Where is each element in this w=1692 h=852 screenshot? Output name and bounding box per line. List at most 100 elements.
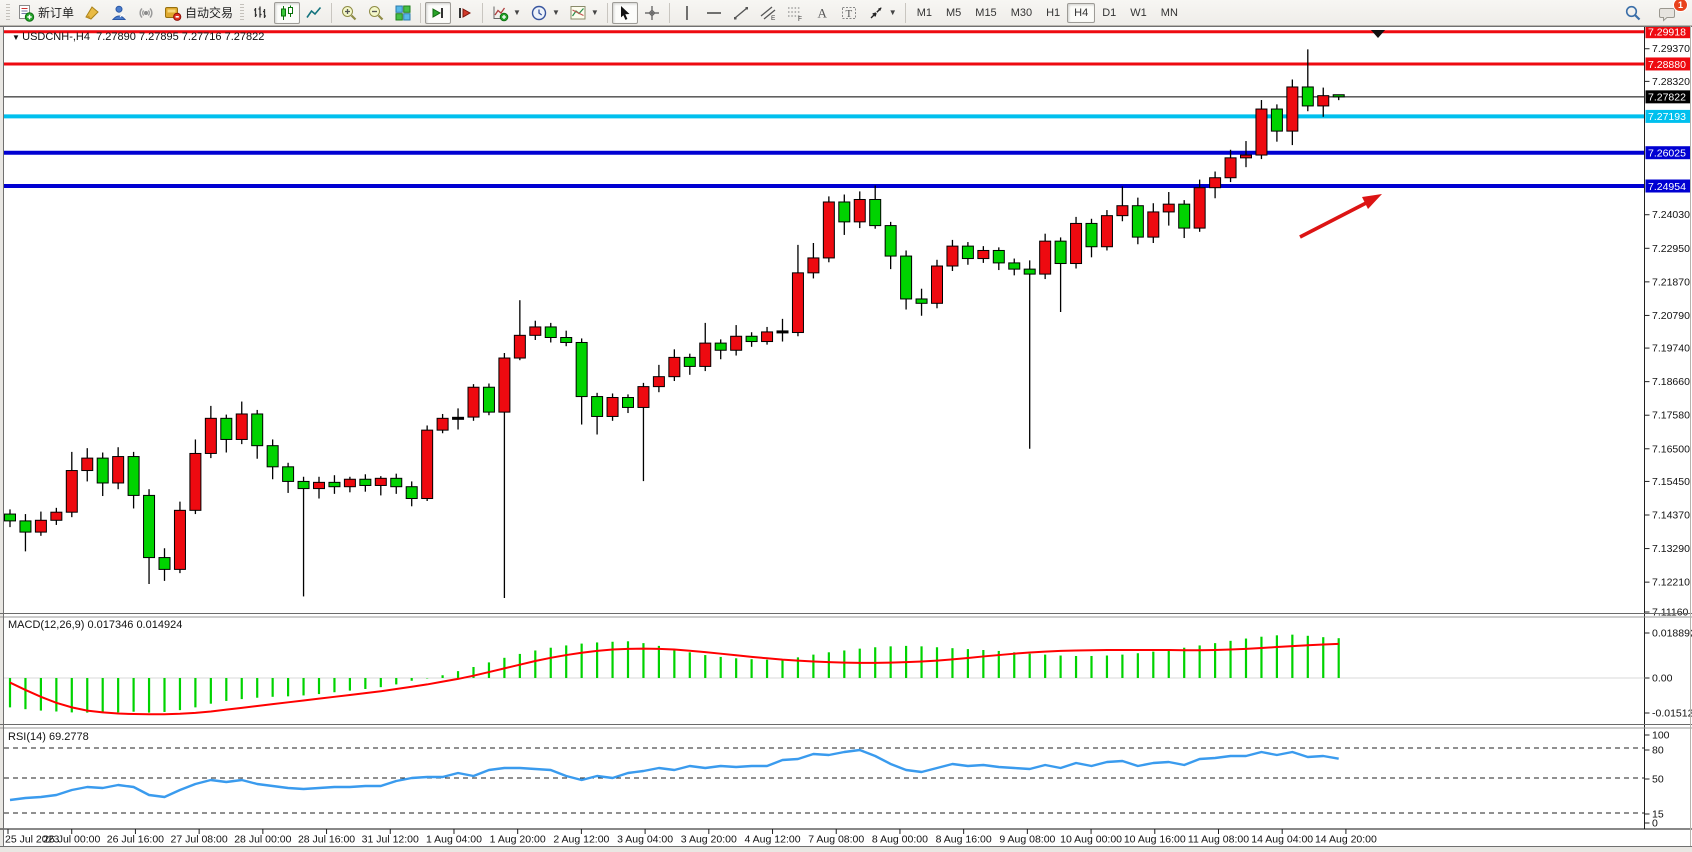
timeframe-button-H1[interactable]: H1 [1046, 6, 1061, 19]
price-tick: 7.24030 [1652, 209, 1690, 221]
macd-indicator-label: MACD(12,26,9) 0.017346 0.014924 [8, 619, 182, 631]
fibonacci-tool[interactable]: F [782, 2, 808, 24]
periods-caret[interactable]: ▼ [551, 8, 560, 17]
rsi-axis-label: 50 [1652, 774, 1664, 786]
crosshair-tool-button[interactable] [639, 2, 665, 24]
candlestick-mode-button[interactable] [274, 1, 301, 24]
time-tick: 8 Aug 00:00 [872, 834, 928, 846]
autotrading-icon [164, 4, 182, 22]
chart-shift-button[interactable] [452, 2, 478, 24]
zoom-out-button[interactable] [363, 2, 389, 24]
price-tick: 7.28320 [1652, 76, 1690, 88]
time-tick: 10 Aug 16:00 [1124, 834, 1186, 846]
toolbar: 新订单 自动交易 [0, 0, 1692, 26]
auto-scroll-button[interactable] [425, 1, 452, 24]
macd-name: MACD(12,26,9) [8, 619, 85, 631]
chart-menu-icon[interactable]: ▼ [12, 33, 23, 42]
periods-button[interactable]: ▼ [526, 2, 564, 24]
time-tick: 4 Aug 12:00 [744, 834, 800, 846]
arrow-annotation-line [1299, 199, 1371, 239]
cursor-tool-button[interactable] [611, 1, 638, 24]
rsi-axis-label: 15 [1652, 809, 1664, 821]
price-tick: 7.22950 [1652, 243, 1690, 255]
tile-windows-icon [394, 4, 412, 22]
templates-caret[interactable]: ▼ [590, 8, 599, 17]
trendline-icon [732, 4, 750, 22]
vertical-line-tool[interactable] [674, 2, 700, 24]
text-label-tool[interactable]: T [836, 2, 862, 24]
time-tick: 10 Aug 00:00 [1060, 834, 1122, 846]
time-tick: 1 Aug 04:00 [426, 834, 482, 846]
timeframe-button-H4[interactable]: H4 [1067, 2, 1096, 23]
notifications-button[interactable]: 1 [1654, 0, 1688, 24]
rsi-name: RSI(14) [8, 731, 46, 743]
connection-icon-button[interactable] [133, 2, 159, 24]
timeframe-button-MN[interactable]: MN [1160, 6, 1178, 19]
bar-chart-mode-button[interactable] [247, 2, 273, 24]
horizontal-lines[interactable] [4, 30, 1645, 189]
zoom-out-icon [367, 4, 385, 22]
svg-text:A: A [817, 5, 827, 20]
horizontal-line-tool[interactable] [701, 2, 727, 24]
chart-title: ▼ USDCNH-,H4 7.27890 7.27895 7.27716 7.2… [12, 31, 264, 43]
time-tick: 14 Aug 04:00 [1251, 834, 1313, 846]
signal-icon [137, 4, 155, 22]
macd-axis-label: 0.018892 [1652, 628, 1692, 640]
rsi-axis-label: 80 [1652, 745, 1664, 757]
search-button[interactable] [1620, 2, 1646, 24]
market-watch-button[interactable] [106, 2, 132, 24]
chart-symbol-period: USDCNH-,H4 [22, 31, 90, 43]
chart-shift-marker[interactable] [1371, 30, 1385, 38]
time-tick: 26 Jul 16:00 [107, 834, 164, 846]
macd-signal-line [9, 642, 1339, 716]
annotations[interactable] [1299, 30, 1385, 239]
timeframe-button-W1[interactable]: W1 [1130, 6, 1147, 19]
price-line-label: 7.26025 [1648, 148, 1686, 160]
macd-signal-value: 0.014924 [136, 619, 183, 631]
timeframe-button-M15[interactable]: M15 [975, 6, 997, 19]
trendline-tool[interactable] [728, 2, 754, 24]
templates-button[interactable]: ▼ [565, 2, 603, 24]
price-tick: 7.11160 [1652, 607, 1689, 619]
price-line-label: 7.24954 [1648, 181, 1686, 193]
ohlc-close: 7.27822 [224, 31, 265, 43]
price-tick: 7.20790 [1652, 310, 1690, 322]
arrows-caret[interactable]: ▼ [888, 8, 897, 17]
arrows-tool[interactable]: ▼ [863, 2, 901, 24]
new-order-button[interactable]: 新订单 [13, 2, 78, 24]
time-tick: 11 Aug 08:00 [1188, 834, 1249, 846]
group-handle[interactable] [240, 3, 245, 22]
clock-icon [530, 4, 548, 22]
zoom-in-button[interactable] [336, 2, 362, 24]
toolbar-drag-handle[interactable] [6, 3, 10, 22]
chart-shift-icon [456, 4, 474, 22]
quotes-button[interactable] [79, 2, 105, 24]
timeframe-group: M1 M5 M15 M30 H1 H4 D1 W1 MN [910, 2, 1185, 23]
time-tick: 14 Aug 20:00 [1315, 834, 1377, 846]
timeframe-button-D1[interactable]: D1 [1102, 6, 1117, 19]
indicators-icon [491, 4, 509, 22]
new-order-icon [17, 4, 35, 22]
macd-axis-label: 0.00 [1652, 673, 1673, 685]
indicators-caret[interactable]: ▼ [513, 8, 521, 17]
text-tool[interactable]: A [809, 2, 835, 24]
timeframe-button-M1[interactable]: M1 [916, 6, 932, 19]
tile-windows-button[interactable] [390, 2, 416, 24]
notification-badge: 1 [1672, 0, 1688, 12]
autotrading-button[interactable]: 自动交易 [160, 2, 237, 24]
price-scale[interactable]: 7.29370 7.28320 7.24030 7.22950 7.21870 7.207… [1644, 25, 1691, 829]
time-tick: 27 Jul 08:00 [171, 834, 228, 846]
indicators-button[interactable]: ▼ [487, 2, 525, 24]
timeframe-button-M30[interactable]: M30 [1010, 6, 1033, 19]
macd-axis-label: -0.015125 [1652, 708, 1692, 720]
timeframe-button-M5[interactable]: M5 [946, 6, 962, 19]
bar-chart-icon [251, 4, 269, 22]
price-line-label: 7.28880 [1648, 59, 1686, 71]
line-chart-mode-button[interactable] [301, 2, 327, 24]
channel-tool[interactable]: E [755, 2, 781, 24]
price-tick: 7.21870 [1652, 276, 1690, 288]
candlesticks [4, 49, 1345, 598]
